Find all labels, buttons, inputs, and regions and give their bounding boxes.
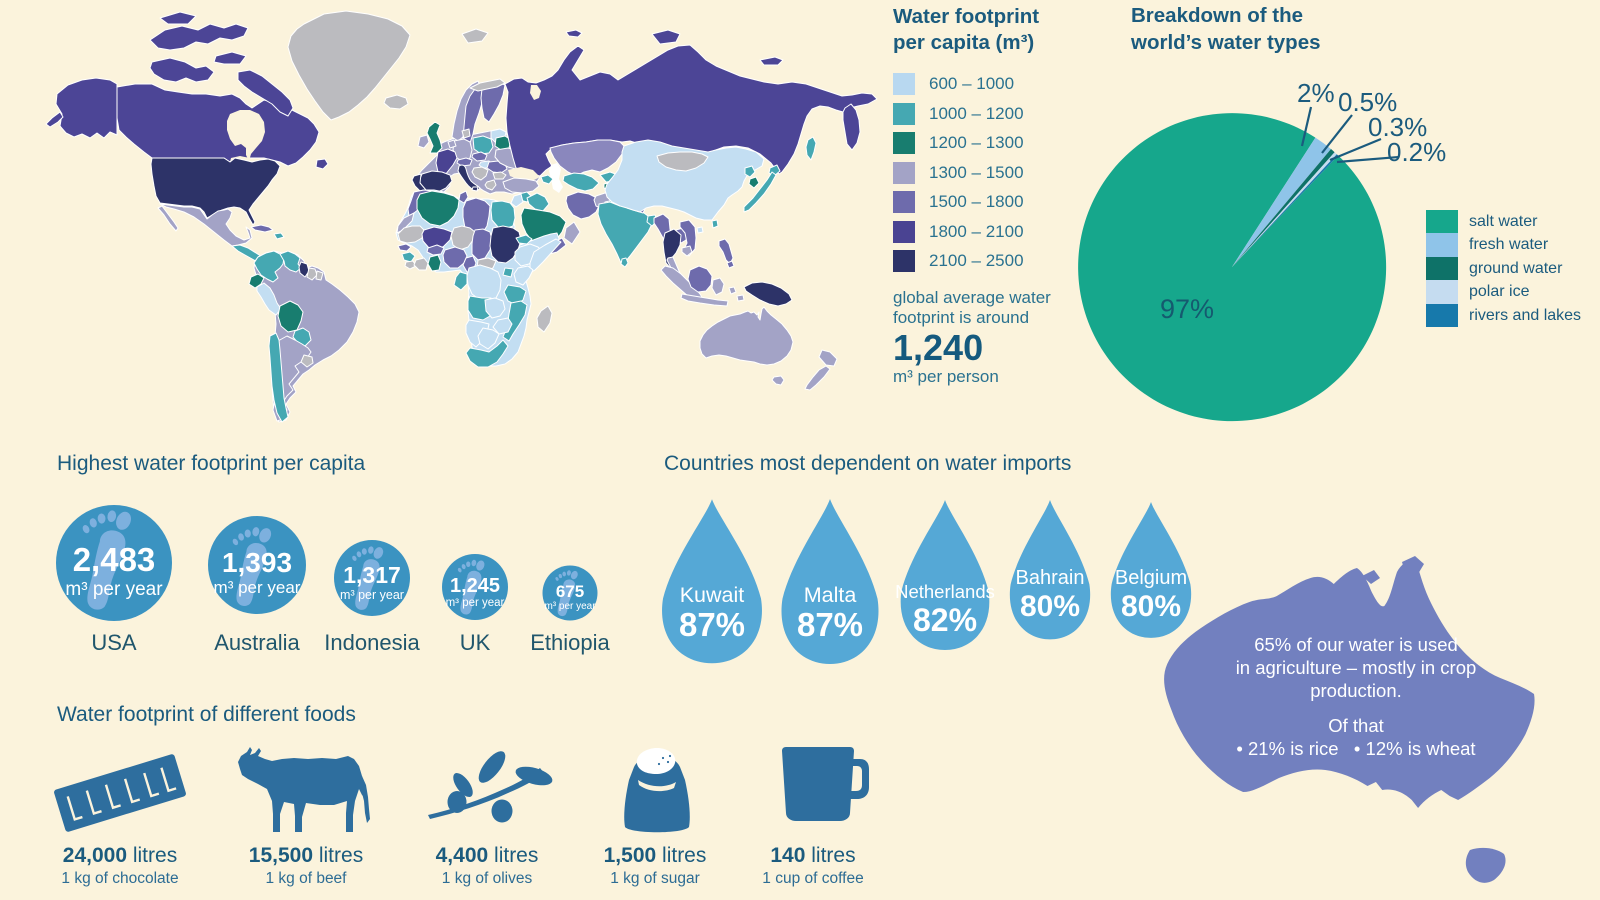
svg-text:• 21% is rice • 12% is wheat: • 21% is rice • 12% is wheat xyxy=(1236,738,1475,759)
svg-text:4,400 litres: 4,400 litres xyxy=(436,844,539,867)
svg-text:1,245: 1,245 xyxy=(450,575,500,597)
svg-text:65% of our water is used: 65% of our water is used xyxy=(1254,634,1458,655)
svg-text:m³ per year: m³ per year xyxy=(446,597,505,609)
svg-text:87%: 87% xyxy=(797,606,863,643)
svg-text:m³ per year: m³ per year xyxy=(65,579,163,600)
svg-text:87%: 87% xyxy=(679,606,745,643)
svg-text:1,500 litres: 1,500 litres xyxy=(604,844,707,867)
svg-text:1,317: 1,317 xyxy=(343,562,401,588)
svg-text:Of that: Of that xyxy=(1328,715,1384,736)
svg-text:0.2%: 0.2% xyxy=(1387,137,1446,167)
svg-text:UK: UK xyxy=(460,630,491,655)
svg-text:24,000 litres: 24,000 litres xyxy=(63,844,177,867)
svg-text:m³ per year: m³ per year xyxy=(544,601,596,612)
svg-text:Kuwait: Kuwait xyxy=(680,583,745,607)
svg-text:1 kg of chocolate: 1 kg of chocolate xyxy=(61,870,178,887)
svg-text:2%: 2% xyxy=(1297,78,1335,108)
svg-text:Ethiopia: Ethiopia xyxy=(530,630,610,655)
svg-text:15,500 litres: 15,500 litres xyxy=(249,844,363,867)
svg-text:in agriculture – mostly in cro: in agriculture – mostly in crop xyxy=(1236,657,1477,678)
svg-text:production.: production. xyxy=(1310,680,1402,701)
svg-text:1 cup of coffee: 1 cup of coffee xyxy=(762,870,863,887)
svg-text:0.3%: 0.3% xyxy=(1368,112,1427,142)
svg-text:1,393: 1,393 xyxy=(222,547,292,578)
svg-text:1 kg of sugar: 1 kg of sugar xyxy=(610,870,700,887)
svg-text:Bahrain: Bahrain xyxy=(1016,567,1085,589)
svg-text:Belgium: Belgium xyxy=(1115,567,1187,589)
svg-text:Netherlands: Netherlands xyxy=(895,581,995,602)
svg-text:140 litres: 140 litres xyxy=(770,844,855,867)
svg-text:82%: 82% xyxy=(913,602,977,638)
svg-text:m³ per year: m³ per year xyxy=(340,588,404,602)
svg-text:0.5%: 0.5% xyxy=(1338,87,1397,117)
svg-text:m³ per year: m³ per year xyxy=(214,578,301,597)
svg-text:USA: USA xyxy=(91,630,137,655)
svg-text:97%: 97% xyxy=(1160,294,1214,324)
svg-text:675: 675 xyxy=(556,582,584,601)
svg-text:2,483: 2,483 xyxy=(73,541,156,578)
svg-text:80%: 80% xyxy=(1020,590,1080,623)
svg-text:80%: 80% xyxy=(1121,590,1181,623)
svg-text:Indonesia: Indonesia xyxy=(324,630,420,655)
svg-text:1 kg of beef: 1 kg of beef xyxy=(265,870,347,887)
svg-text:Australia: Australia xyxy=(214,630,300,655)
svg-text:1 kg of olives: 1 kg of olives xyxy=(442,870,533,887)
svg-text:Malta: Malta xyxy=(804,583,857,607)
